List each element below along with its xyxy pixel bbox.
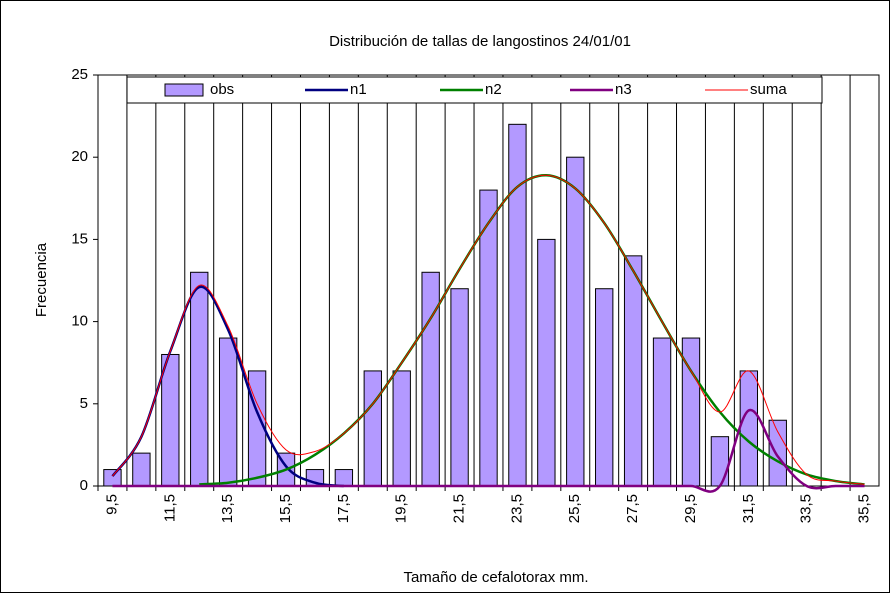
bar	[595, 288, 614, 487]
x-tick-label: 17,5	[335, 494, 352, 523]
chart-title: Distribución de tallas de langostinos 24…	[329, 33, 631, 50]
bar	[392, 370, 411, 487]
x-tick-label: 19,5	[393, 494, 410, 523]
bar	[537, 238, 556, 487]
bar	[479, 189, 498, 487]
x-tick-label: 29,5	[682, 494, 699, 523]
bar	[132, 452, 151, 487]
bar	[652, 337, 672, 487]
bar	[710, 436, 730, 487]
legend: obs n1 n2 n3 suma	[126, 76, 823, 104]
x-tick-label: 23,5	[508, 494, 525, 523]
x-tick-label: 15,5	[277, 494, 294, 523]
x-tick-label: 9,5	[103, 494, 120, 515]
x-tick-label: 35,5	[856, 494, 873, 523]
bar	[161, 353, 180, 487]
y-tick-label: 5	[80, 395, 88, 412]
x-tick-label: 25,5	[566, 494, 583, 523]
y-axis-title: Frecuencia	[33, 242, 50, 317]
y-tick-label: 15	[71, 230, 88, 247]
y-tick-label: 10	[71, 313, 88, 330]
line-series	[112, 174, 865, 485]
legend-label: obs	[210, 81, 234, 98]
bar	[450, 288, 469, 487]
bar	[566, 156, 585, 487]
legend-label: n2	[485, 81, 502, 98]
x-tick-label: 11,5	[161, 494, 178, 522]
x-tick-label: 33,5	[798, 494, 815, 523]
bar	[363, 370, 382, 487]
legend-label: n1	[350, 81, 367, 98]
legend-label: suma	[750, 81, 787, 98]
bar	[218, 337, 238, 487]
y-tick-label: 25	[71, 66, 88, 83]
x-tick-label: 31,5	[740, 494, 757, 523]
legend-label: n3	[615, 81, 632, 98]
x-axis-title: Tamaño de cefalotorax mm.	[403, 569, 588, 586]
x-tick-label: 13,5	[219, 494, 236, 523]
bar	[103, 469, 122, 487]
x-tick-label: 21,5	[451, 494, 468, 523]
bar	[768, 419, 787, 487]
y-tick-label: 20	[71, 148, 88, 165]
y-tick-label: 0	[80, 477, 88, 494]
legend-swatch	[164, 83, 204, 97]
bar	[190, 271, 209, 487]
bar	[508, 123, 527, 487]
bar	[623, 255, 643, 487]
bar	[421, 271, 440, 487]
bar	[739, 370, 759, 487]
x-tick-label: 27,5	[624, 494, 641, 523]
bar	[334, 469, 354, 487]
line-series	[112, 408, 865, 493]
